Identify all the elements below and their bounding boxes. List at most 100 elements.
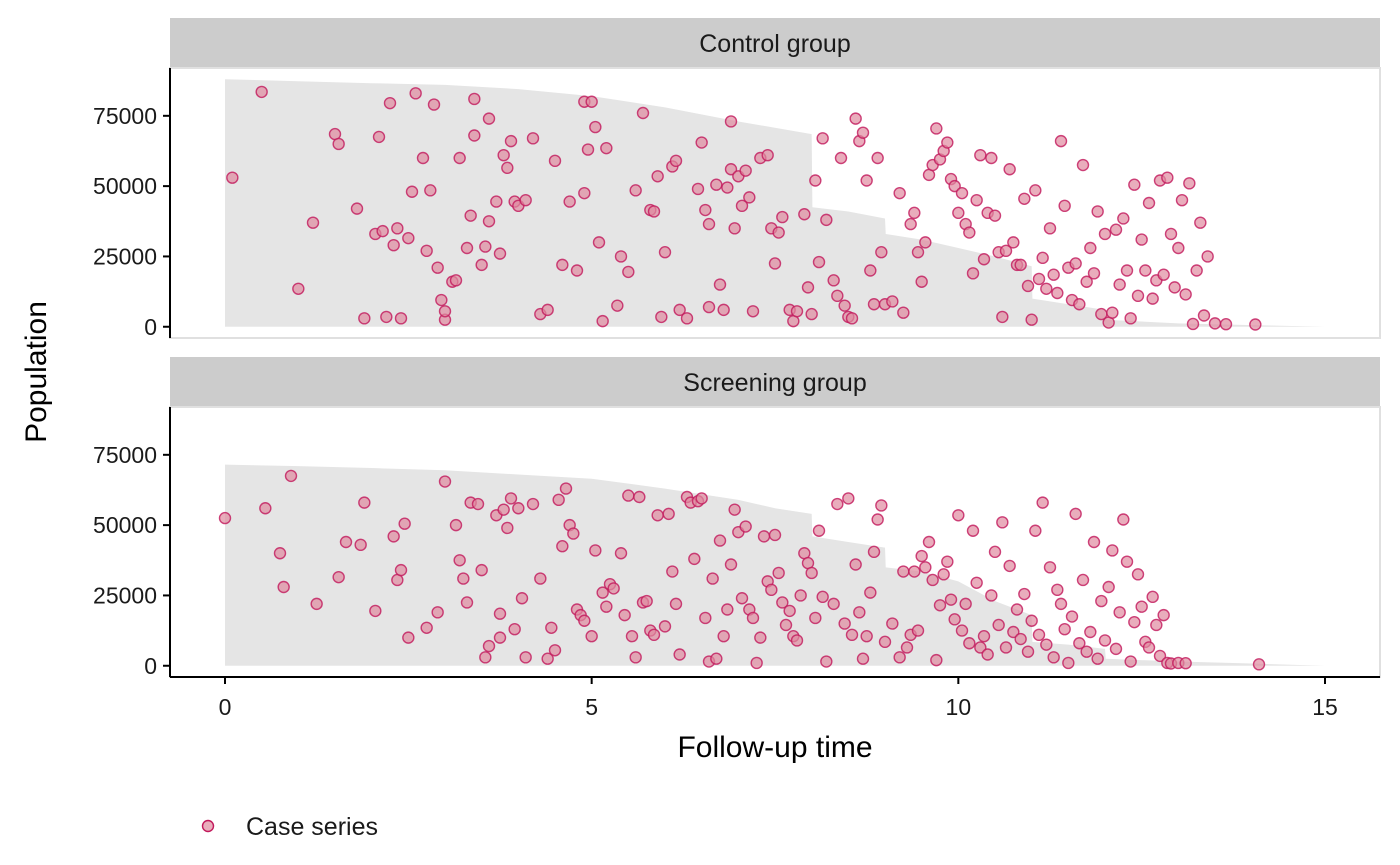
case-point (563, 195, 576, 208)
case-point (1058, 199, 1071, 213)
case-point (776, 210, 789, 224)
case-point (1076, 573, 1090, 587)
case-point (1095, 594, 1108, 608)
case-point (721, 181, 734, 194)
case-point (339, 535, 353, 549)
case-point (933, 599, 947, 612)
case-point (519, 651, 532, 664)
case-point (372, 130, 386, 144)
case-point (1080, 645, 1093, 658)
case-point (673, 303, 686, 317)
case-point (655, 310, 668, 324)
case-point (1069, 507, 1082, 521)
case-point (776, 596, 789, 609)
y-tick-label: 50000 (93, 173, 157, 199)
case-point (1018, 192, 1031, 205)
case-point (886, 295, 899, 308)
case-point (1080, 275, 1093, 288)
case-point (1054, 597, 1068, 611)
case-point (548, 644, 562, 657)
case-point (688, 552, 701, 566)
case-point (662, 507, 675, 521)
case-point (1003, 559, 1016, 573)
case-point (504, 492, 518, 505)
case-point (966, 524, 980, 537)
y-tick-label: 0 (144, 314, 157, 340)
case-point (827, 274, 840, 287)
case-point (380, 310, 393, 324)
case-point (1047, 651, 1060, 664)
case-point (482, 639, 496, 653)
case-point (585, 630, 598, 643)
case-point (1106, 544, 1119, 557)
case-point (831, 497, 844, 511)
x-tick-label: 0 (219, 694, 232, 720)
case-point (820, 655, 833, 668)
case-point (981, 648, 994, 661)
case-point (893, 186, 906, 200)
case-point (490, 195, 503, 208)
case-point (1069, 257, 1082, 270)
case-point (1032, 628, 1046, 642)
case-point (541, 652, 554, 665)
case-point (438, 475, 452, 488)
case-point (1157, 608, 1170, 622)
case-point (779, 618, 793, 632)
case-point (383, 96, 397, 110)
case-point (948, 179, 961, 193)
case-point (614, 250, 628, 263)
case-point (856, 652, 870, 665)
case-point (878, 635, 892, 649)
strip-background-screening (170, 357, 1380, 407)
population-area-control (225, 79, 1325, 327)
case-point (801, 281, 815, 294)
case-point (420, 621, 433, 634)
case-point (1146, 292, 1159, 305)
case-point (849, 558, 862, 571)
case-point (970, 193, 983, 207)
case-point (904, 217, 917, 231)
case-point (541, 303, 554, 317)
case-point (963, 226, 976, 239)
case-point (706, 572, 719, 585)
case-point (717, 303, 730, 317)
case-point (622, 265, 635, 279)
case-point (809, 174, 822, 187)
case-point (845, 628, 859, 642)
case-point (845, 312, 859, 325)
case-point (640, 594, 653, 608)
case-point (600, 141, 613, 155)
case-point (743, 191, 756, 204)
case-point (629, 651, 642, 664)
case-point (578, 186, 591, 200)
case-point (614, 547, 628, 560)
case-point (963, 637, 976, 650)
case-point (534, 572, 547, 585)
case-point (358, 496, 371, 509)
case-point (387, 238, 400, 252)
case-point (468, 129, 481, 142)
case-point (849, 112, 862, 125)
case-point (596, 314, 609, 328)
case-point (1036, 496, 1049, 509)
case-point (988, 545, 1002, 559)
case-point (501, 521, 514, 535)
case-point (457, 572, 470, 585)
case-point (691, 182, 705, 196)
case-point (1010, 603, 1024, 616)
case-point (805, 307, 818, 321)
case-point (497, 503, 510, 516)
case-point (578, 614, 591, 627)
case-point (831, 289, 844, 303)
case-point (1073, 637, 1086, 650)
case-point (508, 622, 521, 636)
case-point (460, 596, 474, 609)
case-point (812, 524, 826, 537)
case-point (431, 606, 444, 619)
case-point (966, 267, 980, 280)
case-point (695, 492, 708, 505)
case-point (853, 606, 866, 619)
case-point (838, 299, 851, 312)
case-point (985, 151, 998, 165)
case-point (680, 312, 694, 325)
